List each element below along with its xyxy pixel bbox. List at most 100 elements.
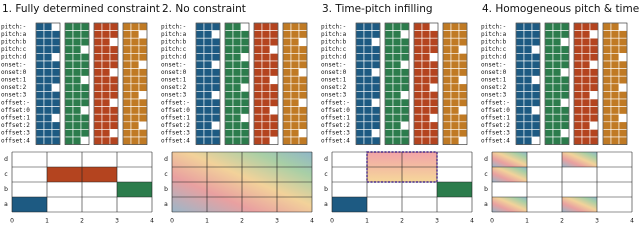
constraint-cell [618, 98, 628, 107]
constraint-cell [515, 68, 525, 77]
constraint-cell [560, 91, 570, 100]
constraint-cell [282, 22, 292, 31]
constraint-cell [573, 106, 583, 115]
row-label: offset:0 [1, 107, 30, 114]
constraint-cell [442, 121, 452, 130]
constraint-cell [298, 121, 308, 130]
constraint-cell [298, 68, 308, 77]
constraint-cell [552, 68, 562, 77]
constraint-cell [195, 45, 205, 54]
constraint-cell [240, 68, 250, 77]
constraint-cell [371, 60, 381, 69]
row-label: onset:1 [1, 77, 27, 84]
x-tick-label: 4 [310, 218, 314, 225]
constraint-cell [573, 45, 583, 54]
constraint-cell [80, 136, 90, 145]
constraint-cell [109, 83, 119, 92]
constraint-cell [371, 45, 381, 54]
constraint-cell [429, 83, 439, 92]
constraint-block [35, 22, 61, 145]
constraint-cell [384, 37, 394, 47]
constraint-cell [35, 129, 45, 138]
constraint-cell [458, 136, 468, 145]
constraint-cell [421, 75, 431, 85]
constraint-block [93, 22, 119, 145]
x-tick-label: 0 [170, 218, 174, 225]
constraint-cell [400, 60, 410, 69]
constraint-cell [618, 113, 628, 123]
constraint-cell [269, 106, 279, 115]
constraint-cell [618, 37, 628, 47]
constraint-cell [240, 37, 250, 47]
constraint-block [253, 22, 279, 145]
constraint-cell [544, 136, 554, 145]
constraint-cell [80, 98, 90, 107]
constraint-cell [195, 83, 205, 92]
constraint-cell [298, 53, 308, 62]
constraint-cell [531, 45, 541, 54]
constraint-cell [64, 30, 74, 39]
constraint-block [442, 22, 468, 145]
constraint-cell [515, 106, 525, 115]
constraint-cell [573, 83, 583, 92]
constraint-cell [515, 30, 525, 39]
constraint-cell [51, 68, 61, 77]
constraint-cell [211, 30, 221, 39]
constraint-cell [282, 68, 292, 77]
constraint-cell [523, 37, 533, 47]
row-label: pitch:d [481, 54, 507, 61]
constraint-cell [371, 106, 381, 115]
constraint-cell [421, 106, 431, 115]
constraint-cell [64, 91, 74, 100]
constraint-cell [552, 106, 562, 115]
note [12, 197, 47, 212]
constraint-cell [93, 91, 103, 100]
constraint-cell [392, 129, 402, 138]
constraint-cell [138, 106, 148, 115]
constraint-cell [203, 121, 213, 130]
constraint-cell [269, 113, 279, 123]
x-tick-label: 2 [560, 218, 564, 225]
constraint-cell [515, 121, 525, 130]
constraint-cell [195, 106, 205, 115]
constraint-cell [261, 75, 271, 85]
constraint-cell [282, 136, 292, 145]
constraint-cell [93, 121, 103, 130]
row-label: onset:2 [321, 84, 347, 91]
constraint-cell [581, 136, 591, 145]
constraint-cell [203, 136, 213, 145]
constraint-cell [122, 113, 132, 123]
pitch-label: a [4, 201, 8, 208]
constraint-cell [371, 121, 381, 130]
constraint-cell [429, 75, 439, 85]
constraint-cell [224, 53, 234, 62]
constraint-cell [203, 53, 213, 62]
constraint-cell [109, 37, 119, 47]
constraint-cell [290, 136, 300, 145]
constraint-cell [458, 75, 468, 85]
constraint-cell [355, 60, 365, 69]
constraint-cell [371, 37, 381, 47]
constraint-cell [400, 30, 410, 39]
x-tick-label: 3 [435, 218, 439, 225]
constraint-cell [610, 60, 620, 69]
constraint-cell [109, 68, 119, 77]
row-label: pitch:- [1, 23, 26, 30]
constraint-cell [573, 113, 583, 123]
constraint-cell [203, 68, 213, 77]
constraint-cell [72, 121, 82, 130]
constraint-cell [64, 121, 74, 130]
constraint-cell [544, 129, 554, 138]
constraint-cell [450, 106, 460, 115]
pitch-label: b [4, 186, 8, 193]
constraint-cell [122, 129, 132, 138]
constraint-cell [298, 45, 308, 54]
constraint-cell [138, 37, 148, 47]
constraint-cell [384, 68, 394, 77]
constraint-cell [515, 83, 525, 92]
constraint-cell [80, 129, 90, 138]
constraint-cell [371, 136, 381, 145]
constraint-cell [371, 83, 381, 92]
constraint-cell [51, 45, 61, 54]
constraint-cell [413, 106, 423, 115]
